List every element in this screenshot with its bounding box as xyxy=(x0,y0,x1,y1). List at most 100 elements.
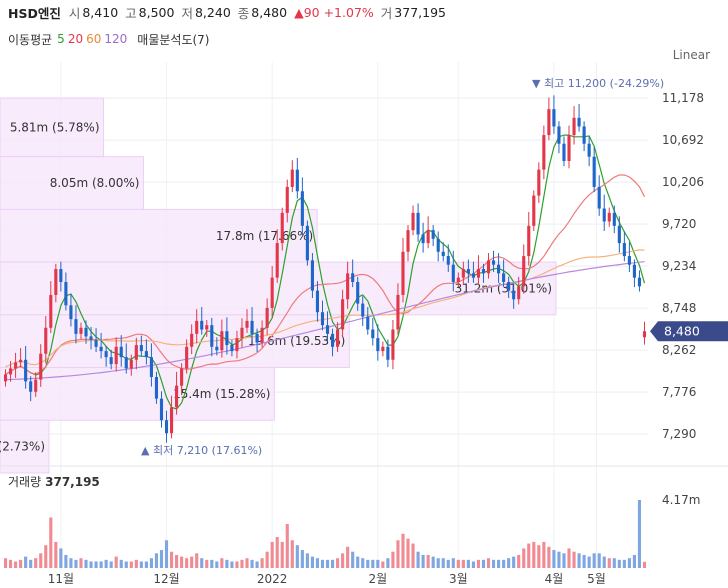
volume-bar xyxy=(39,553,43,568)
candle xyxy=(401,251,405,295)
volume-bar xyxy=(19,559,23,568)
volume-bar xyxy=(577,553,581,568)
volume-bar xyxy=(486,558,491,568)
y-tick-label: 9,234 xyxy=(662,259,696,273)
volume-bar xyxy=(617,559,621,568)
volume-profile-label: 19.6m (19.53%) xyxy=(248,334,345,348)
high-label: 고 xyxy=(125,5,137,21)
volume-bar xyxy=(144,561,148,568)
volume-bar xyxy=(54,541,58,568)
candle xyxy=(542,135,546,170)
volume-bar xyxy=(315,558,320,568)
volume-bar xyxy=(94,561,98,568)
candle xyxy=(446,256,450,265)
low-label: 저 xyxy=(181,5,193,21)
volume-bar xyxy=(557,551,561,568)
candle xyxy=(381,346,385,352)
candle xyxy=(84,327,88,337)
volume-bar xyxy=(59,548,63,568)
candle xyxy=(69,305,73,320)
y-tick-label: 8,262 xyxy=(662,343,696,357)
candle xyxy=(637,277,642,287)
candle xyxy=(79,327,83,334)
volume-bar xyxy=(205,559,209,568)
volume-bar xyxy=(466,559,470,568)
candle xyxy=(185,346,189,369)
volume-panel-title: 거래량 377,195 xyxy=(8,473,100,490)
candle xyxy=(386,346,390,360)
scale-toggle[interactable]: Linear xyxy=(672,48,710,62)
candle xyxy=(476,269,481,278)
candle xyxy=(129,359,133,369)
candle xyxy=(406,230,410,252)
candle xyxy=(471,273,475,278)
candle xyxy=(607,212,611,222)
candle xyxy=(612,212,616,226)
candle xyxy=(431,230,435,239)
volume-bar xyxy=(416,551,420,568)
volume-bar xyxy=(3,558,8,568)
volume-bar xyxy=(391,551,395,568)
volume-bar xyxy=(169,551,174,568)
candle xyxy=(245,320,249,328)
volume-bar xyxy=(295,545,299,568)
candle xyxy=(537,169,541,196)
volume-bar xyxy=(351,551,355,568)
candle xyxy=(195,320,199,334)
volume-profile-label: 17.8m (17.66%) xyxy=(216,229,313,243)
volume-bar xyxy=(215,561,219,568)
volume-bar xyxy=(386,558,390,568)
candle xyxy=(310,260,314,291)
volume-bar xyxy=(290,540,294,568)
volume-bar xyxy=(250,559,254,568)
close-label: 종 xyxy=(237,5,250,21)
candle xyxy=(627,256,631,265)
candle xyxy=(642,331,647,338)
volume-profile-bar xyxy=(0,156,144,210)
volume-bar xyxy=(134,559,138,568)
candle xyxy=(461,269,465,278)
candle xyxy=(582,126,586,144)
x-tick-label: 11월 xyxy=(48,572,74,586)
volume-bar xyxy=(522,548,526,568)
candle xyxy=(8,368,13,375)
candle xyxy=(94,339,98,347)
ma-legend[interactable]: 이동평균 5 20 60 120 매물분석도(7) xyxy=(8,30,214,48)
volume-bar xyxy=(542,541,546,568)
current-price-label: 8,480 xyxy=(664,324,700,339)
stock-name: HSD엔진 xyxy=(8,5,61,21)
volume-bar xyxy=(195,553,199,568)
candle xyxy=(175,385,179,408)
candle xyxy=(215,346,219,351)
volume-bar xyxy=(285,523,289,568)
volume-bar xyxy=(225,559,229,568)
candle xyxy=(295,169,299,192)
volume-profile-label: 15.4m (15.28%) xyxy=(173,387,270,401)
ohlc-header: HSD엔진 시 8,410 고 8,500 저 8,240 종 8,480 ▲9… xyxy=(8,2,453,22)
volume-bar xyxy=(325,559,330,568)
volume-bar xyxy=(366,559,370,568)
volume-bar xyxy=(421,554,425,568)
volume-bar xyxy=(597,553,601,568)
volume-bar xyxy=(89,561,93,568)
volume-bar xyxy=(114,556,118,568)
candle xyxy=(74,319,78,334)
candle xyxy=(3,374,8,382)
volume-bar xyxy=(426,554,430,568)
volume-bar xyxy=(441,558,445,568)
volume-bar xyxy=(371,559,375,568)
volume-profile-bar xyxy=(0,97,105,158)
candle xyxy=(220,331,224,351)
volume-bar xyxy=(411,543,415,568)
candle xyxy=(39,353,43,380)
volume-profile-label: 31.2m (31.01%) xyxy=(455,281,552,295)
volume-bar xyxy=(34,558,38,568)
candle xyxy=(280,212,284,244)
volume-bar xyxy=(74,559,78,568)
low-value: 8,240 xyxy=(194,4,231,20)
candle xyxy=(371,329,375,339)
volume-bar xyxy=(260,558,264,568)
volume-bar xyxy=(517,554,521,568)
volume-profile-label: 2.75m (2.73%) xyxy=(0,440,45,454)
